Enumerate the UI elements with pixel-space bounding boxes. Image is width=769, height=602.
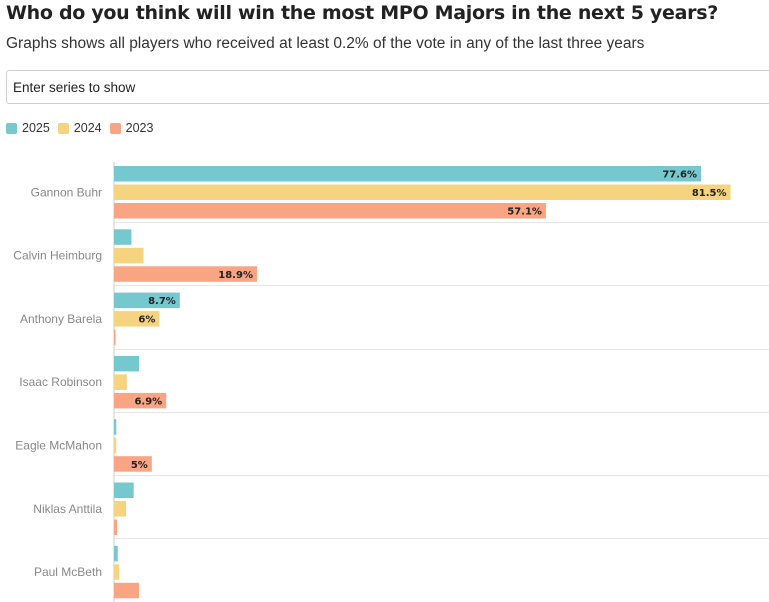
legend-swatch-2023 [109, 122, 121, 134]
bar-isaac-robinson-2023[interactable] [114, 392, 167, 409]
bar-gannon-buhr-2023[interactable] [114, 203, 546, 219]
data-label-gannon-buhr-2025: 77.6% [662, 170, 697, 181]
category-label-isaac-robinson: Isaac Robinson [19, 375, 102, 389]
bar-calvin-heimburg-2024[interactable] [114, 247, 144, 264]
data-label-anthony-barela-2025: 8.7% [148, 296, 176, 307]
bar-calvin-heimburg-2025[interactable] [114, 229, 132, 245]
bar-anthony-barela-2023[interactable] [114, 329, 116, 346]
legend-label-2025: 2025 [22, 121, 50, 135]
bar-paul-mcbeth-2024[interactable] [114, 564, 120, 580]
bar-isaac-robinson-2024[interactable] [114, 374, 127, 390]
bar-gannon-buhr-2024[interactable] [114, 184, 731, 201]
bar-paul-mcbeth-2025[interactable] [114, 545, 118, 562]
legend-swatch-2024 [57, 122, 69, 134]
category-label-calvin-heimburg: Calvin Heimburg [13, 249, 102, 263]
bar-eagle-mcmahon-2024[interactable] [114, 437, 117, 454]
bar-calvin-heimburg-2023[interactable] [114, 266, 257, 282]
data-label-anthony-barela-2024: 6% [138, 315, 155, 326]
page-title: Who do you think will win the most MPO M… [6, 2, 718, 24]
legend: 2025 2024 2023 [6, 121, 153, 135]
bar-anthony-barela-2024[interactable] [114, 311, 160, 327]
category-label-eagle-mcmahon: Eagle McMahon [15, 438, 102, 452]
category-label-niklas-anttila: Niklas Anttila [33, 502, 102, 516]
bar-niklas-anttila-2025[interactable] [114, 482, 134, 499]
bar-paul-mcbeth-2023[interactable] [114, 582, 139, 599]
data-label-gannon-buhr-2023: 57.1% [507, 207, 542, 218]
category-label-anthony-barela: Anthony Barela [20, 312, 102, 326]
data-label-eagle-mcmahon-2023: 5% [131, 460, 148, 471]
series-search-input[interactable] [6, 70, 769, 104]
legend-item-2025[interactable]: 2025 [6, 121, 50, 135]
legend-label-2023: 2023 [125, 121, 154, 135]
category-label-gannon-buhr: Gannon Buhr [31, 185, 102, 199]
bar-anthony-barela-2025[interactable] [114, 292, 180, 309]
bar-niklas-anttila-2023[interactable] [114, 519, 118, 536]
legend-label-2024: 2024 [73, 121, 102, 135]
legend-item-2023[interactable]: 2023 [109, 121, 154, 135]
data-label-gannon-buhr-2024: 81.5% [692, 188, 727, 199]
bar-niklas-anttila-2024[interactable] [114, 501, 127, 517]
legend-swatch-2025 [6, 122, 17, 134]
bar-eagle-mcmahon-2023[interactable] [114, 456, 152, 472]
bar-eagle-mcmahon-2025[interactable] [114, 419, 117, 435]
bar-gannon-buhr-2025[interactable] [114, 166, 702, 182]
page-subtitle: Graphs shows all players who received at… [6, 35, 645, 52]
data-label-isaac-robinson-2023: 6.9% [134, 396, 162, 407]
bar-isaac-robinson-2025[interactable] [114, 355, 139, 372]
data-label-calvin-heimburg-2023: 18.9% [218, 270, 253, 281]
category-label-paul-mcbeth: Paul McBeth [34, 565, 102, 579]
legend-item-2024[interactable]: 2024 [57, 121, 102, 135]
